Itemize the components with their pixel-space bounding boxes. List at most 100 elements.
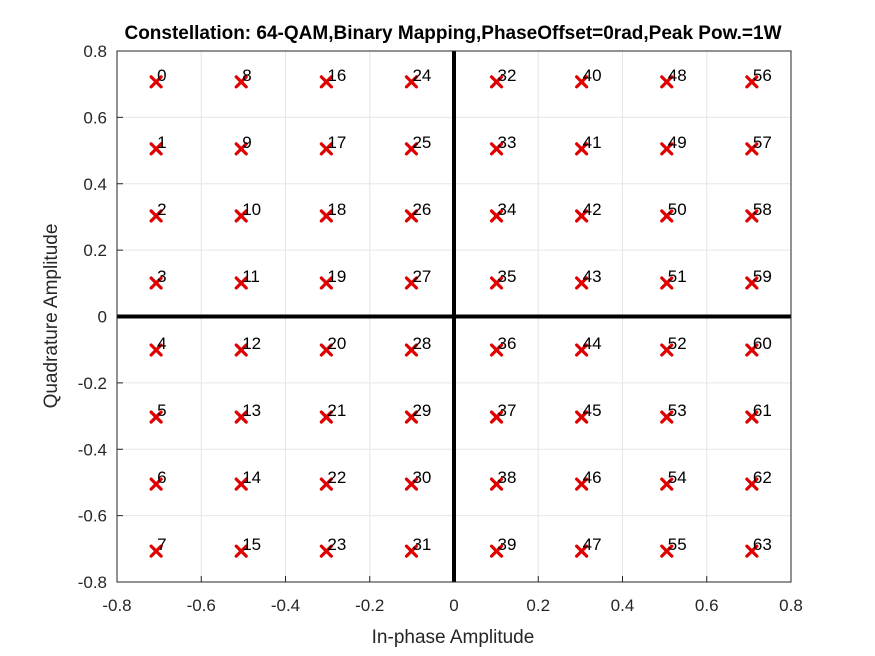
constellation-point: 53 [660,401,687,424]
y-tick-label: 0.2 [83,241,107,260]
x-marker-stroke [234,276,248,290]
constellation-point: 24 [404,66,431,89]
constellation-point: 20 [319,334,346,357]
symbol-label: 47 [583,535,602,554]
y-axis-label: Quadrature Amplitude [41,224,62,409]
symbol-label: 8 [242,66,251,85]
x-marker-stroke [149,276,163,290]
symbol-label: 14 [242,468,261,487]
x-tick-label: 0.4 [611,596,635,615]
x-marker-stroke [319,343,333,357]
constellation-point: 63 [745,535,772,558]
constellation-point: 56 [745,66,772,89]
symbol-label: 24 [412,66,431,85]
y-tick-label: -0.2 [78,374,107,393]
symbol-label: 62 [753,468,772,487]
x-marker-stroke [489,276,504,290]
y-tick-label: -0.8 [78,573,107,592]
x-marker-stroke [489,410,504,424]
x-marker-stroke [319,142,333,156]
constellation-point: 28 [404,334,431,357]
y-tick-label: 0.8 [83,42,107,61]
x-marker-stroke [149,410,163,424]
x-marker-stroke [489,209,504,223]
symbol-label: 26 [412,200,431,219]
symbol-label: 5 [157,401,166,420]
constellation-point: 48 [660,66,687,89]
constellation-point: 2 [149,200,167,223]
symbol-label: 18 [327,200,346,219]
constellation-point: 37 [489,401,517,424]
x-marker-stroke [575,544,589,558]
x-marker-stroke [149,477,163,491]
symbol-label: 2 [157,200,166,219]
symbol-label: 29 [412,401,431,420]
y-tick-label: 0.6 [83,108,107,127]
symbol-label: 16 [327,66,346,85]
symbol-label: 54 [668,468,687,487]
x-marker-stroke [404,142,419,156]
x-marker-stroke [149,544,163,558]
x-tick-label: -0.4 [271,596,300,615]
x-axis-label: In-phase Amplitude [372,627,535,648]
constellation-point: 25 [404,133,431,156]
x-tick-label: 0.2 [526,596,550,615]
x-marker-stroke [575,343,589,357]
symbol-label: 33 [498,133,517,152]
constellation-point: 47 [575,535,602,558]
constellation-point: 46 [575,468,602,491]
constellation-point: 51 [660,267,687,290]
constellation-point: 1 [149,133,167,156]
constellation-point: 5 [149,401,167,424]
constellation-point: 16 [319,66,346,89]
symbol-label: 4 [157,334,166,353]
x-marker-stroke [234,544,248,558]
symbol-label: 52 [668,334,687,353]
constellation-point: 12 [234,334,261,357]
constellation-point: 43 [575,267,602,290]
x-marker-stroke [575,142,589,156]
x-marker-stroke [489,75,504,89]
symbol-label: 51 [668,267,687,286]
x-marker-stroke [149,343,163,357]
symbol-label: 37 [498,401,517,420]
constellation-point: 36 [489,334,516,357]
x-marker-stroke [489,477,504,491]
symbol-label: 23 [327,535,346,554]
constellation-point: 33 [489,133,517,156]
constellation-point: 9 [234,133,252,156]
x-marker-stroke [575,75,589,89]
x-marker-stroke [404,477,419,491]
symbol-label: 22 [327,468,346,487]
constellation-point: 4 [149,334,167,357]
x-marker-stroke [404,209,419,223]
x-marker-stroke [404,343,419,357]
constellation-point: 35 [489,267,516,290]
symbol-label: 53 [668,401,687,420]
symbol-label: 38 [498,468,517,487]
x-marker-stroke [660,477,674,491]
symbol-label: 42 [583,200,602,219]
symbol-label: 32 [498,66,517,85]
x-marker-stroke [575,477,589,491]
symbol-label: 15 [242,535,261,554]
x-marker-stroke [660,142,674,156]
symbol-label: 6 [157,468,166,487]
x-marker-stroke [575,276,589,290]
constellation-point: 26 [404,200,431,223]
constellation-point: 61 [745,401,772,424]
symbol-label: 60 [753,334,772,353]
symbol-label: 3 [157,267,166,286]
y-tick-label: -0.4 [78,440,107,459]
constellation-point: 11 [234,267,260,290]
constellation-point: 0 [149,66,167,89]
y-tick-label: 0 [98,308,107,327]
symbol-label: 1 [157,133,166,152]
x-marker-stroke [319,276,333,290]
x-tick-label: 0 [449,596,458,615]
symbol-label: 39 [498,535,517,554]
y-tick-label: -0.6 [78,507,107,526]
symbol-label: 58 [753,200,772,219]
x-marker-stroke [149,75,163,89]
